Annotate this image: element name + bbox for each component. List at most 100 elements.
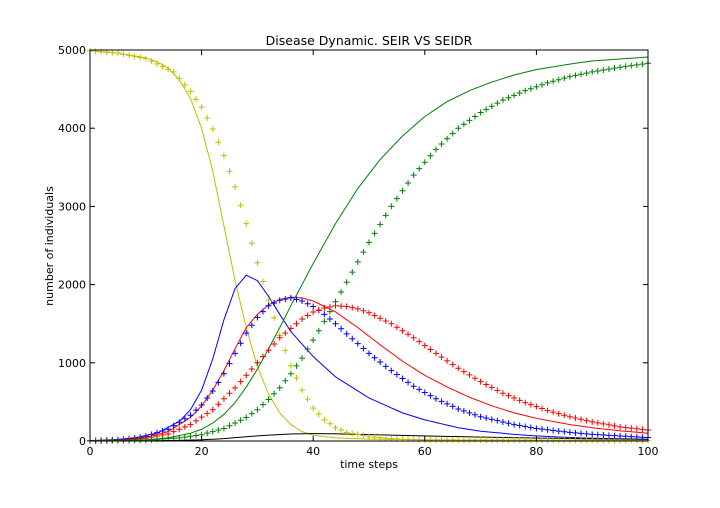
plus-marker bbox=[416, 338, 423, 345]
plus-marker bbox=[455, 436, 462, 443]
plus-marker bbox=[254, 406, 261, 413]
plus-marker bbox=[220, 370, 227, 377]
plus-marker bbox=[432, 436, 439, 443]
plus-marker bbox=[633, 425, 640, 432]
plus-marker bbox=[349, 269, 356, 276]
plus-marker bbox=[449, 361, 456, 368]
plus-marker bbox=[332, 424, 339, 431]
plus-marker bbox=[360, 307, 367, 314]
plus-marker bbox=[265, 396, 272, 403]
plus-marker bbox=[622, 63, 629, 70]
plus-marker bbox=[198, 402, 205, 409]
plus-marker bbox=[226, 168, 233, 175]
plus-marker bbox=[488, 437, 495, 444]
plus-marker bbox=[354, 305, 361, 312]
plus-marker bbox=[527, 424, 534, 431]
plus-marker bbox=[371, 434, 378, 441]
plus-marker bbox=[276, 334, 283, 341]
plus-marker bbox=[499, 437, 506, 444]
plot-frame bbox=[89, 49, 649, 442]
plus-marker bbox=[466, 409, 473, 416]
plus-marker bbox=[204, 410, 211, 417]
plus-marker bbox=[321, 311, 328, 318]
plus-marker bbox=[583, 430, 590, 437]
plus-marker bbox=[405, 379, 412, 386]
plus-marker bbox=[243, 220, 250, 227]
plus-marker bbox=[232, 350, 239, 357]
plus-marker bbox=[315, 307, 322, 314]
plus-marker bbox=[377, 434, 384, 441]
x-tick-label: 100 bbox=[638, 445, 659, 458]
plus-marker bbox=[343, 429, 350, 436]
plus-marker bbox=[187, 88, 194, 95]
plus-marker bbox=[427, 346, 434, 353]
plus-marker bbox=[148, 436, 155, 443]
plus-marker bbox=[371, 312, 378, 319]
plus-marker bbox=[349, 304, 356, 311]
plus-marker bbox=[276, 384, 283, 391]
plus-marker bbox=[399, 187, 406, 194]
plus-marker bbox=[304, 300, 311, 307]
plus-marker bbox=[338, 325, 345, 332]
plus-marker bbox=[578, 430, 585, 437]
plus-marker bbox=[293, 362, 300, 369]
plus-marker bbox=[639, 434, 646, 441]
plus-marker bbox=[449, 403, 456, 410]
plus-marker bbox=[366, 350, 372, 357]
plus-marker bbox=[550, 437, 557, 444]
y-tick-label: 2000 bbox=[58, 279, 86, 292]
plus-marker bbox=[321, 318, 328, 325]
plus-marker bbox=[243, 330, 250, 337]
plus-marker bbox=[561, 428, 568, 435]
plus-marker bbox=[382, 435, 389, 442]
plus-marker bbox=[505, 94, 512, 101]
plus-marker bbox=[533, 425, 540, 432]
plus-marker bbox=[488, 103, 495, 110]
plus-marker bbox=[259, 278, 266, 285]
plus-marker bbox=[326, 420, 333, 427]
plus-marker bbox=[561, 75, 568, 82]
plus-marker bbox=[332, 320, 339, 327]
plus-marker bbox=[126, 437, 133, 444]
plus-marker bbox=[516, 422, 523, 429]
plus-marker bbox=[499, 418, 506, 425]
plus-marker bbox=[282, 330, 289, 337]
plus-marker bbox=[617, 64, 624, 71]
plus-marker bbox=[243, 372, 250, 379]
plus-marker bbox=[343, 279, 350, 286]
plus-marker bbox=[605, 432, 612, 439]
plus-marker bbox=[511, 394, 518, 401]
plus-marker bbox=[460, 436, 467, 443]
plus-marker bbox=[544, 407, 551, 414]
plus-marker bbox=[254, 359, 261, 366]
plus-marker bbox=[299, 355, 306, 362]
plus-marker bbox=[633, 61, 640, 68]
plus-marker bbox=[572, 429, 579, 436]
plus-marker bbox=[566, 73, 573, 80]
plus-marker bbox=[176, 419, 183, 426]
plus-marker bbox=[444, 400, 451, 407]
plus-marker bbox=[511, 421, 518, 428]
plus-marker bbox=[248, 240, 255, 247]
plus-marker bbox=[310, 303, 317, 310]
plus-marker bbox=[578, 71, 585, 78]
plus-marker bbox=[432, 395, 439, 402]
plus-marker bbox=[544, 426, 551, 433]
plus-marker bbox=[527, 85, 534, 92]
plus-marker bbox=[170, 435, 177, 442]
plus-marker bbox=[544, 79, 551, 86]
plus-marker bbox=[388, 320, 395, 327]
plus-marker bbox=[243, 414, 250, 421]
x-tick-label: 40 bbox=[306, 445, 320, 458]
plus-marker bbox=[477, 413, 484, 420]
plus-marker bbox=[282, 377, 289, 384]
plus-marker bbox=[494, 417, 501, 424]
plus-marker bbox=[499, 390, 506, 397]
plus-marker bbox=[600, 420, 607, 427]
plus-marker bbox=[522, 423, 529, 430]
plus-marker bbox=[287, 362, 294, 369]
plus-marker bbox=[248, 322, 255, 329]
plus-marker bbox=[600, 437, 607, 444]
plus-marker bbox=[321, 416, 328, 423]
plus-marker bbox=[204, 430, 211, 437]
